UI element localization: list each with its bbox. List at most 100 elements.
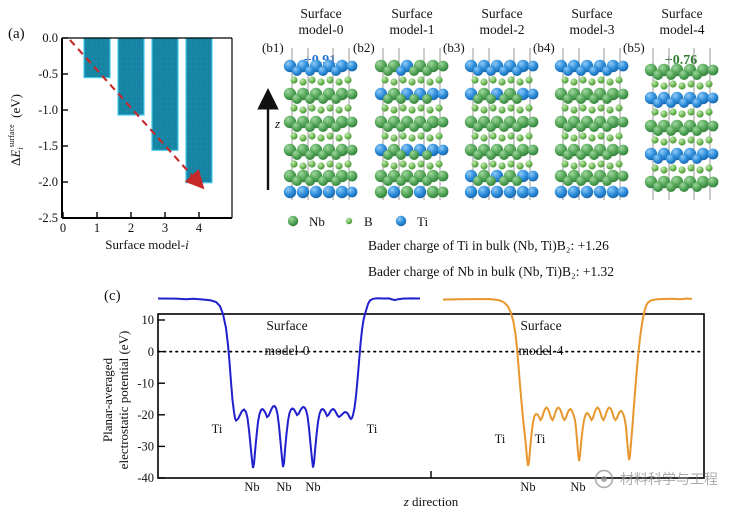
legend-ti-icon (395, 215, 407, 227)
layer-B-1 (290, 76, 352, 86)
ylabel-sup: surface (7, 124, 16, 148)
panel-c-ytick-4: -30 (137, 440, 154, 454)
xtick-4: 4 (196, 221, 203, 235)
structure-model-1 (374, 48, 449, 200)
model-2-title-line2: model-2 (480, 22, 525, 37)
layer-Nb-4 (554, 169, 629, 186)
layer-Ti-1 (464, 87, 539, 104)
structure-model-2 (464, 48, 539, 200)
bader-charge-nb: Bader charge of Nb in bulk (Nb, Ti)B₂: +… (368, 264, 614, 279)
layer-Nb-1 (554, 87, 629, 104)
layer-mix-bottom (374, 185, 449, 199)
layer-Nb-2 (554, 115, 629, 132)
layer-B-2 (381, 104, 443, 114)
atom-label-ti-left-m4: Ti (495, 432, 506, 446)
ylabel-delta: Δ (8, 158, 23, 166)
curve-model-0-annotation-line2: model-0 (265, 343, 310, 358)
layer-Ti-1 (374, 87, 449, 104)
panel-c-ytick-0: 10 (142, 313, 155, 327)
model-1-title-line2: model-1 (390, 22, 435, 37)
model-4-title-line1: Surface (661, 6, 702, 21)
ytick-0: 0.0 (42, 31, 58, 45)
panel-a-bars (83, 37, 213, 184)
model-3-title-line2: model-3 (570, 22, 615, 37)
ytick-3: -1.5 (38, 139, 58, 153)
legend-nb-icon (287, 215, 299, 227)
layer-B-3 (561, 132, 623, 142)
legend-b-icon (345, 217, 353, 225)
ytick-1: -0.5 (38, 67, 58, 81)
svg-text:ΔEisurface (eV): ΔEisurface (eV) (7, 94, 25, 166)
atom-label-nb-2-m4: Nb (570, 480, 585, 494)
atom-label-ti-right-m4: Ti (535, 432, 546, 446)
watermark-text: 材料科学与工程 (620, 472, 718, 488)
atom-label-ti-left-m0: Ti (212, 422, 223, 436)
layer-Nb-2 (283, 115, 358, 132)
layer-Nb-top (644, 63, 719, 80)
panel-c-frame (157, 313, 705, 479)
layer-Nb-3 (283, 143, 358, 160)
curve-model-4-annotation-line2: model-4 (519, 343, 564, 358)
layer-Nb-3 (554, 143, 629, 160)
ylabel-sub: i (16, 147, 25, 149)
xtick-0: 0 (60, 221, 66, 235)
panel-b3-label: (b3) (443, 40, 465, 55)
layer-Nb-1 (464, 115, 539, 132)
curve-model-0-annotation-line1: Surface (266, 318, 307, 333)
layer-Ti-2 (464, 169, 539, 186)
layer-B-3 (290, 132, 352, 142)
atom-label-nb-2-m0: Nb (276, 480, 291, 494)
panel-b4-label: (b4) (533, 40, 555, 55)
panel-c-label: (c) (104, 288, 121, 304)
bar-model-1 (83, 37, 111, 79)
atom-layers-model-1 (374, 59, 449, 199)
panel-b5-label: (b5) (623, 40, 645, 55)
panel-a-ylabel: ΔEisurface (eV) (7, 94, 25, 166)
panel-c-ylabel-line2: electrostatic potential (eV) (116, 331, 131, 470)
layer-B-2 (290, 104, 352, 114)
panel-a-xlabel: Surface model-i (105, 237, 189, 252)
layer-B-2 (561, 104, 623, 114)
layer-B-3 (471, 132, 533, 142)
layer-Nb-4 (283, 169, 358, 186)
ytick-5: -2.5 (38, 211, 58, 225)
atom-label-nb-1-m4: Nb (520, 480, 535, 494)
model-2-title-line1: Surface (481, 6, 522, 21)
panel-c-ytick-5: -40 (137, 471, 154, 485)
model-4-title-line2: model-4 (660, 22, 705, 37)
atom-layers-model-2 (464, 59, 539, 199)
panel-c-xlabel: z direction (403, 494, 459, 509)
model-0-title-line2: model-0 (299, 22, 344, 37)
panel-c-ytick-3: -20 (137, 408, 154, 422)
layer-B-4 (651, 164, 713, 174)
layer-Ti-2 (644, 147, 719, 164)
watermark-logo-dot-icon (601, 476, 607, 482)
ytick-4: -2.0 (38, 175, 58, 189)
curve-model-4-annotation-line1: Surface (520, 318, 561, 333)
panel-a-yticks: 0.0 -0.5 -1.0 -1.5 -2.0 -2.5 (38, 31, 68, 225)
layer-Ti-1 (644, 91, 719, 108)
atom-layers-model-3 (554, 59, 629, 199)
panel-b1-label: (b1) (262, 40, 284, 55)
layer-Nb-1 (283, 87, 358, 104)
layer-B-1 (381, 76, 443, 86)
panel-b: Surface model-0 Surface model-1 Surface … (257, 6, 719, 279)
atom-label-nb-1-m0: Nb (244, 480, 259, 494)
legend-b-label: B (364, 214, 373, 229)
panel-b-titles: Surface model-0 Surface model-1 Surface … (299, 6, 705, 37)
panel-c-ylabel-line1: Planar-averaged (100, 357, 115, 442)
trend-arrow (69, 39, 205, 190)
layer-Nb-2 (464, 143, 539, 160)
model-3-title-line1: Surface (571, 6, 612, 21)
bar-model-2 (117, 37, 145, 116)
structure-model-0 (283, 48, 358, 200)
ylabel-E: E (8, 150, 23, 159)
layer-B-2 (471, 104, 533, 114)
structure-model-3 (554, 48, 629, 200)
structure-model-4 (644, 48, 719, 200)
layer-Nb-1 (374, 115, 449, 132)
layer-Ti-top (283, 59, 358, 76)
model-1-title-line1: Surface (391, 6, 432, 21)
layer-B-1 (471, 76, 533, 86)
